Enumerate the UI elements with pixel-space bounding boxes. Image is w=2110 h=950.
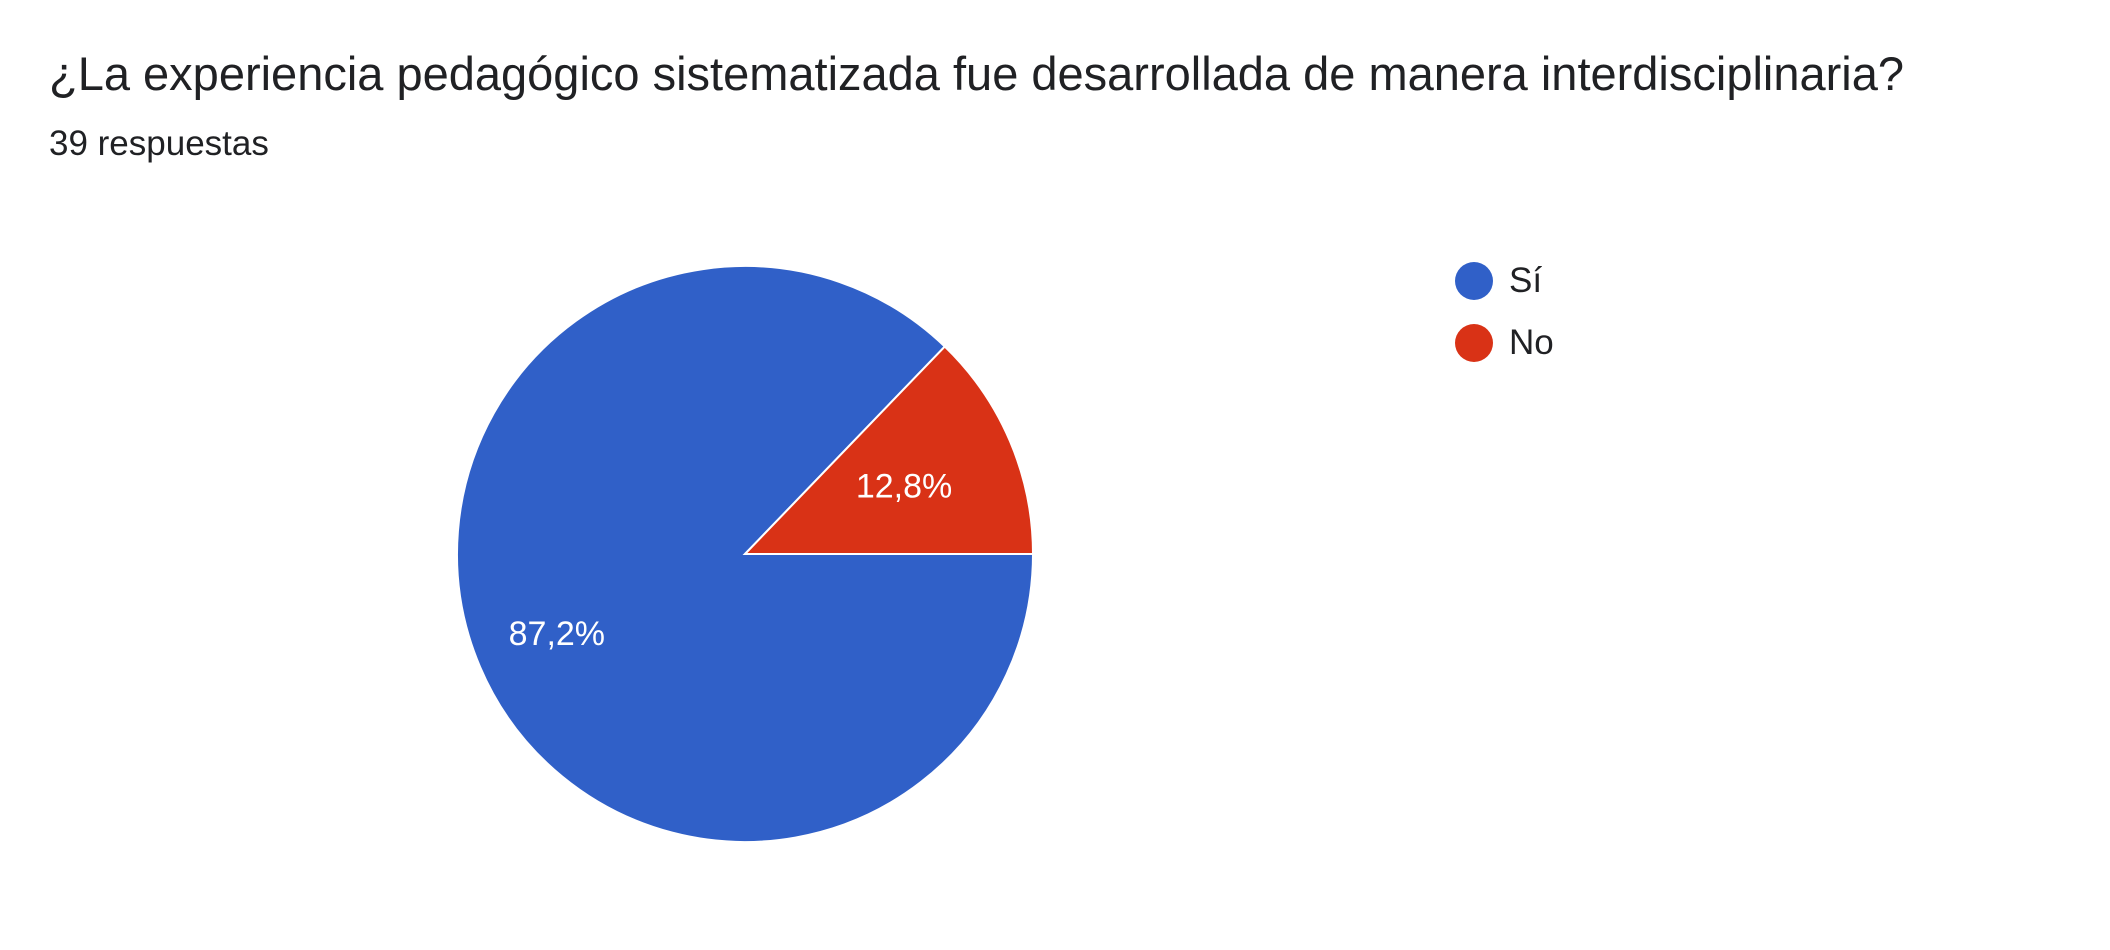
- chart-title: ¿La experiencia pedagógico sistematizada…: [49, 47, 1904, 100]
- legend-swatch-si: [1455, 262, 1493, 300]
- pie-label-si: 87,2%: [509, 615, 605, 653]
- pie-label-no: 12,8%: [856, 467, 952, 505]
- legend-swatch-no: [1455, 324, 1493, 362]
- response-count: 39 respuestas: [49, 124, 269, 163]
- pie-slice-no[interactable]: [742, 345, 1035, 555]
- chart-legend: Sí No: [1455, 262, 1554, 386]
- legend-item-no[interactable]: No: [1455, 324, 1554, 362]
- legend-label-si: Sí: [1509, 261, 1543, 300]
- legend-label-no: No: [1509, 323, 1554, 362]
- legend-item-si[interactable]: Sí: [1455, 262, 1554, 300]
